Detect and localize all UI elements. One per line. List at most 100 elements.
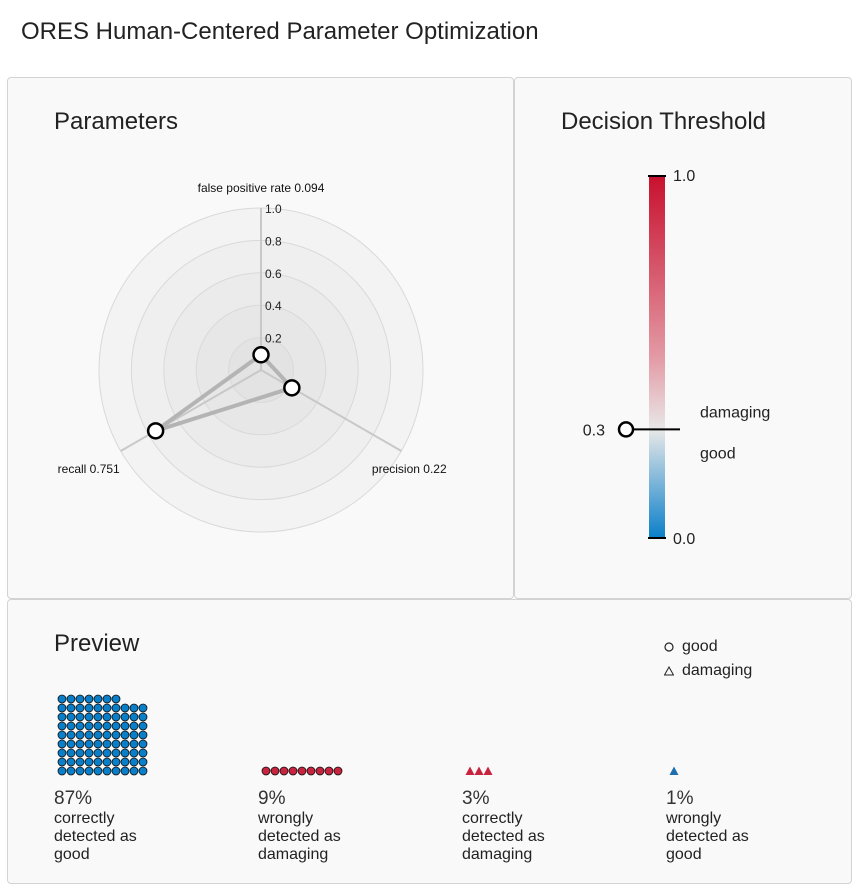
preview-glyph xyxy=(93,766,103,776)
preview-glyph xyxy=(465,766,475,775)
preview-glyph xyxy=(138,766,148,776)
preview-glyph xyxy=(111,694,121,704)
stat-percent: 3% xyxy=(462,788,490,809)
preview-glyph xyxy=(57,766,67,776)
preview-glyph xyxy=(102,730,112,740)
preview-glyph xyxy=(84,721,94,731)
preview-glyph xyxy=(324,766,334,776)
radar-axis-label: precision 0.22 xyxy=(372,462,447,476)
stat-description: correctly detected as damaging xyxy=(462,810,545,863)
preview-glyph xyxy=(111,766,121,776)
preview-glyph xyxy=(120,748,130,758)
radar-tick-label: 0.4 xyxy=(265,299,282,313)
preview-glyph xyxy=(138,757,148,767)
preview-glyph xyxy=(84,694,94,704)
radar-tick-label: 0.2 xyxy=(265,332,282,346)
parameters-panel: Parameters 0.2 0.4 0.6 0.8 1.0 false positive… xyxy=(7,77,514,599)
preview-glyph xyxy=(75,748,85,758)
legend-good: good xyxy=(664,638,718,656)
preview-glyph xyxy=(93,712,103,722)
preview-glyph xyxy=(138,721,148,731)
preview-glyph xyxy=(129,730,139,740)
preview-glyph xyxy=(111,757,121,767)
preview-glyph xyxy=(66,757,76,767)
preview-glyph xyxy=(57,739,67,749)
stat-percent: 87% xyxy=(54,788,93,809)
threshold-max-label: 1.0 xyxy=(673,168,695,185)
radar-handle[interactable] xyxy=(283,379,301,397)
preview-glyph xyxy=(102,712,112,722)
preview-glyph xyxy=(102,757,112,767)
preview-glyph xyxy=(111,739,121,749)
radar-axis xyxy=(120,369,262,452)
preview-glyph xyxy=(129,748,139,758)
preview-glyph xyxy=(84,730,94,740)
stat-wrong-good: 1% wrongly detected as good xyxy=(666,788,796,864)
radar-tick-label: 0.6 xyxy=(265,267,282,281)
stat-correct-good: 87% correctly detected as good xyxy=(54,788,184,864)
preview-glyph xyxy=(66,739,76,749)
stat-percent: 9% xyxy=(258,788,286,809)
radar-handle[interactable] xyxy=(252,346,270,364)
preview-glyph xyxy=(57,730,67,740)
preview-glyph xyxy=(111,712,121,722)
threshold-handle[interactable] xyxy=(617,421,635,438)
preview-glyph xyxy=(270,766,280,776)
preview-glyph xyxy=(111,703,121,713)
circle-icon xyxy=(664,642,674,652)
preview-glyph xyxy=(111,748,121,758)
stat-correct-damaging: 3% correctly detected as damaging xyxy=(462,788,592,864)
preview-glyph xyxy=(138,703,148,713)
preview-glyph xyxy=(75,712,85,722)
preview-glyph xyxy=(75,730,85,740)
preview-glyph xyxy=(111,721,121,731)
preview-glyph xyxy=(75,739,85,749)
threshold-slider[interactable]: 1.0 0.0 0.3 damaging good xyxy=(515,78,851,598)
preview-glyph xyxy=(57,703,67,713)
preview-glyph xyxy=(57,712,67,722)
preview-glyph xyxy=(84,703,94,713)
preview-panel: Preview good damaging 87% correctly dete… xyxy=(7,599,852,884)
preview-glyph xyxy=(279,766,289,776)
preview-glyph xyxy=(102,703,112,713)
preview-glyph xyxy=(138,712,148,722)
stat-description: correctly detected as good xyxy=(54,810,137,863)
preview-glyph xyxy=(66,694,76,704)
preview-glyph xyxy=(669,766,679,775)
preview-glyph xyxy=(120,730,130,740)
radar-polygon xyxy=(153,352,294,433)
preview-glyph xyxy=(129,712,139,722)
radar-tick-label: 1.0 xyxy=(265,202,282,216)
decision-threshold-title: Decision Threshold xyxy=(561,108,766,135)
preview-glyph xyxy=(75,703,85,713)
radar-axis-label: recall 0.751 xyxy=(58,462,120,476)
stat-percent: 1% xyxy=(666,788,694,809)
preview-glyph xyxy=(66,712,76,722)
preview-glyph xyxy=(120,712,130,722)
threshold-value-label: 0.3 xyxy=(583,422,605,439)
preview-glyph xyxy=(57,757,67,767)
preview-glyph xyxy=(120,739,130,749)
preview-glyph xyxy=(138,748,148,758)
threshold-below-label: good xyxy=(700,445,736,462)
preview-glyph xyxy=(129,766,139,776)
preview-glyph xyxy=(138,739,148,749)
preview-title: Preview xyxy=(54,630,140,657)
preview-glyph xyxy=(84,712,94,722)
preview-glyph xyxy=(66,703,76,713)
radar-axis-label: false positive rate 0.094 xyxy=(198,181,325,195)
radar-handle[interactable] xyxy=(146,422,165,440)
parameters-title: Parameters xyxy=(54,108,179,135)
parameters-radar-chart[interactable]: 0.2 0.4 0.6 0.8 1.0 false positive rate 0.094… xyxy=(8,78,513,598)
decision-threshold-panel: Decision Threshold 1.0 0.0 0.3 damaging good xyxy=(514,77,852,599)
preview-glyph xyxy=(75,757,85,767)
preview-glyph xyxy=(75,721,85,731)
preview-glyph xyxy=(66,748,76,758)
threshold-above-label: damaging xyxy=(700,404,770,421)
stat-wrong-damaging: 9% wrongly detected as damaging xyxy=(258,788,388,864)
preview-glyph xyxy=(102,766,112,776)
preview-glyph xyxy=(129,721,139,731)
preview-glyph xyxy=(474,766,484,775)
stat-description: wrongly detected as damaging xyxy=(258,810,341,863)
triangle-icon xyxy=(664,666,674,676)
